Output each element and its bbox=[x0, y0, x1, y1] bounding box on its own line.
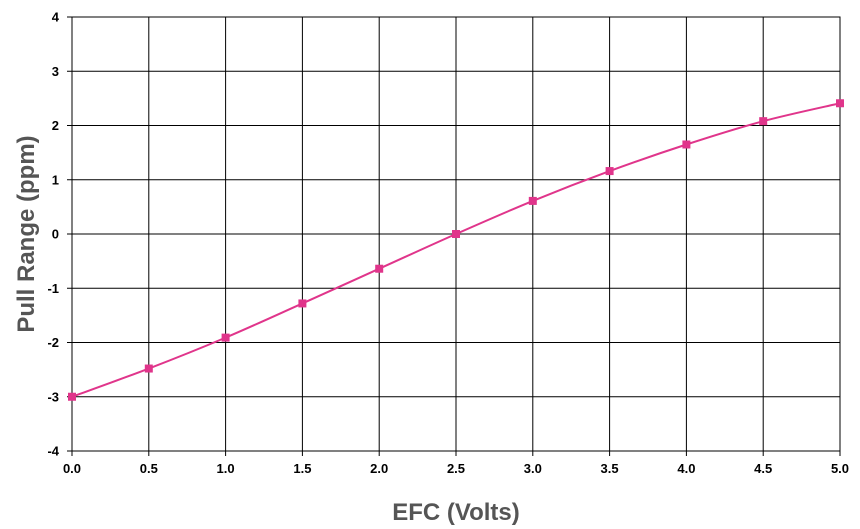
x-tick-label: 3.0 bbox=[524, 461, 542, 476]
data-point bbox=[682, 140, 691, 149]
data-point bbox=[68, 392, 76, 401]
y-tick-label: 0 bbox=[52, 227, 59, 242]
x-tick-label: 2.5 bbox=[447, 461, 465, 476]
x-tick-label: 1.0 bbox=[217, 461, 235, 476]
plot-area bbox=[71, 16, 841, 452]
y-tick-label: 2 bbox=[52, 118, 59, 133]
data-point bbox=[221, 333, 230, 342]
y-tick-label: -3 bbox=[47, 389, 59, 404]
x-tick-label: 4.5 bbox=[754, 461, 772, 476]
data-point bbox=[144, 364, 153, 373]
data-point bbox=[528, 196, 537, 205]
x-tick-label: 4.0 bbox=[677, 461, 695, 476]
x-tick-label: 1.5 bbox=[293, 461, 311, 476]
x-tick-label: 0.5 bbox=[140, 461, 158, 476]
data-point bbox=[605, 167, 614, 176]
y-tick-labels: 4 3 2 1 0 -1 -2 -3 -4 bbox=[47, 10, 59, 459]
x-tick-label: 0.0 bbox=[63, 461, 81, 476]
series-layer bbox=[68, 99, 844, 401]
data-point bbox=[375, 264, 384, 273]
x-tick-label: 2.0 bbox=[370, 461, 388, 476]
x-tick-label: 5.0 bbox=[831, 461, 849, 476]
data-point bbox=[298, 299, 307, 308]
grid bbox=[67, 16, 841, 456]
data-point bbox=[452, 230, 460, 238]
x-axis-title: EFC (Volts) bbox=[392, 499, 520, 526]
y-tick-label: -4 bbox=[47, 444, 59, 459]
y-tick-label: 3 bbox=[52, 64, 59, 79]
data-point bbox=[836, 99, 844, 108]
y-tick-label: 1 bbox=[52, 172, 59, 187]
data-point bbox=[759, 117, 768, 126]
y-axis-title: Pull Range (ppm) bbox=[13, 135, 40, 332]
y-tick-label: 4 bbox=[52, 10, 60, 25]
x-tick-labels: 0.0 0.5 1.0 1.5 2.0 2.5 3.0 3.5 4.0 4.5 5.0 bbox=[63, 461, 849, 476]
x-tick-label: 3.5 bbox=[601, 461, 619, 476]
y-tick-label: -2 bbox=[47, 335, 59, 350]
y-tick-label: -1 bbox=[47, 281, 59, 296]
